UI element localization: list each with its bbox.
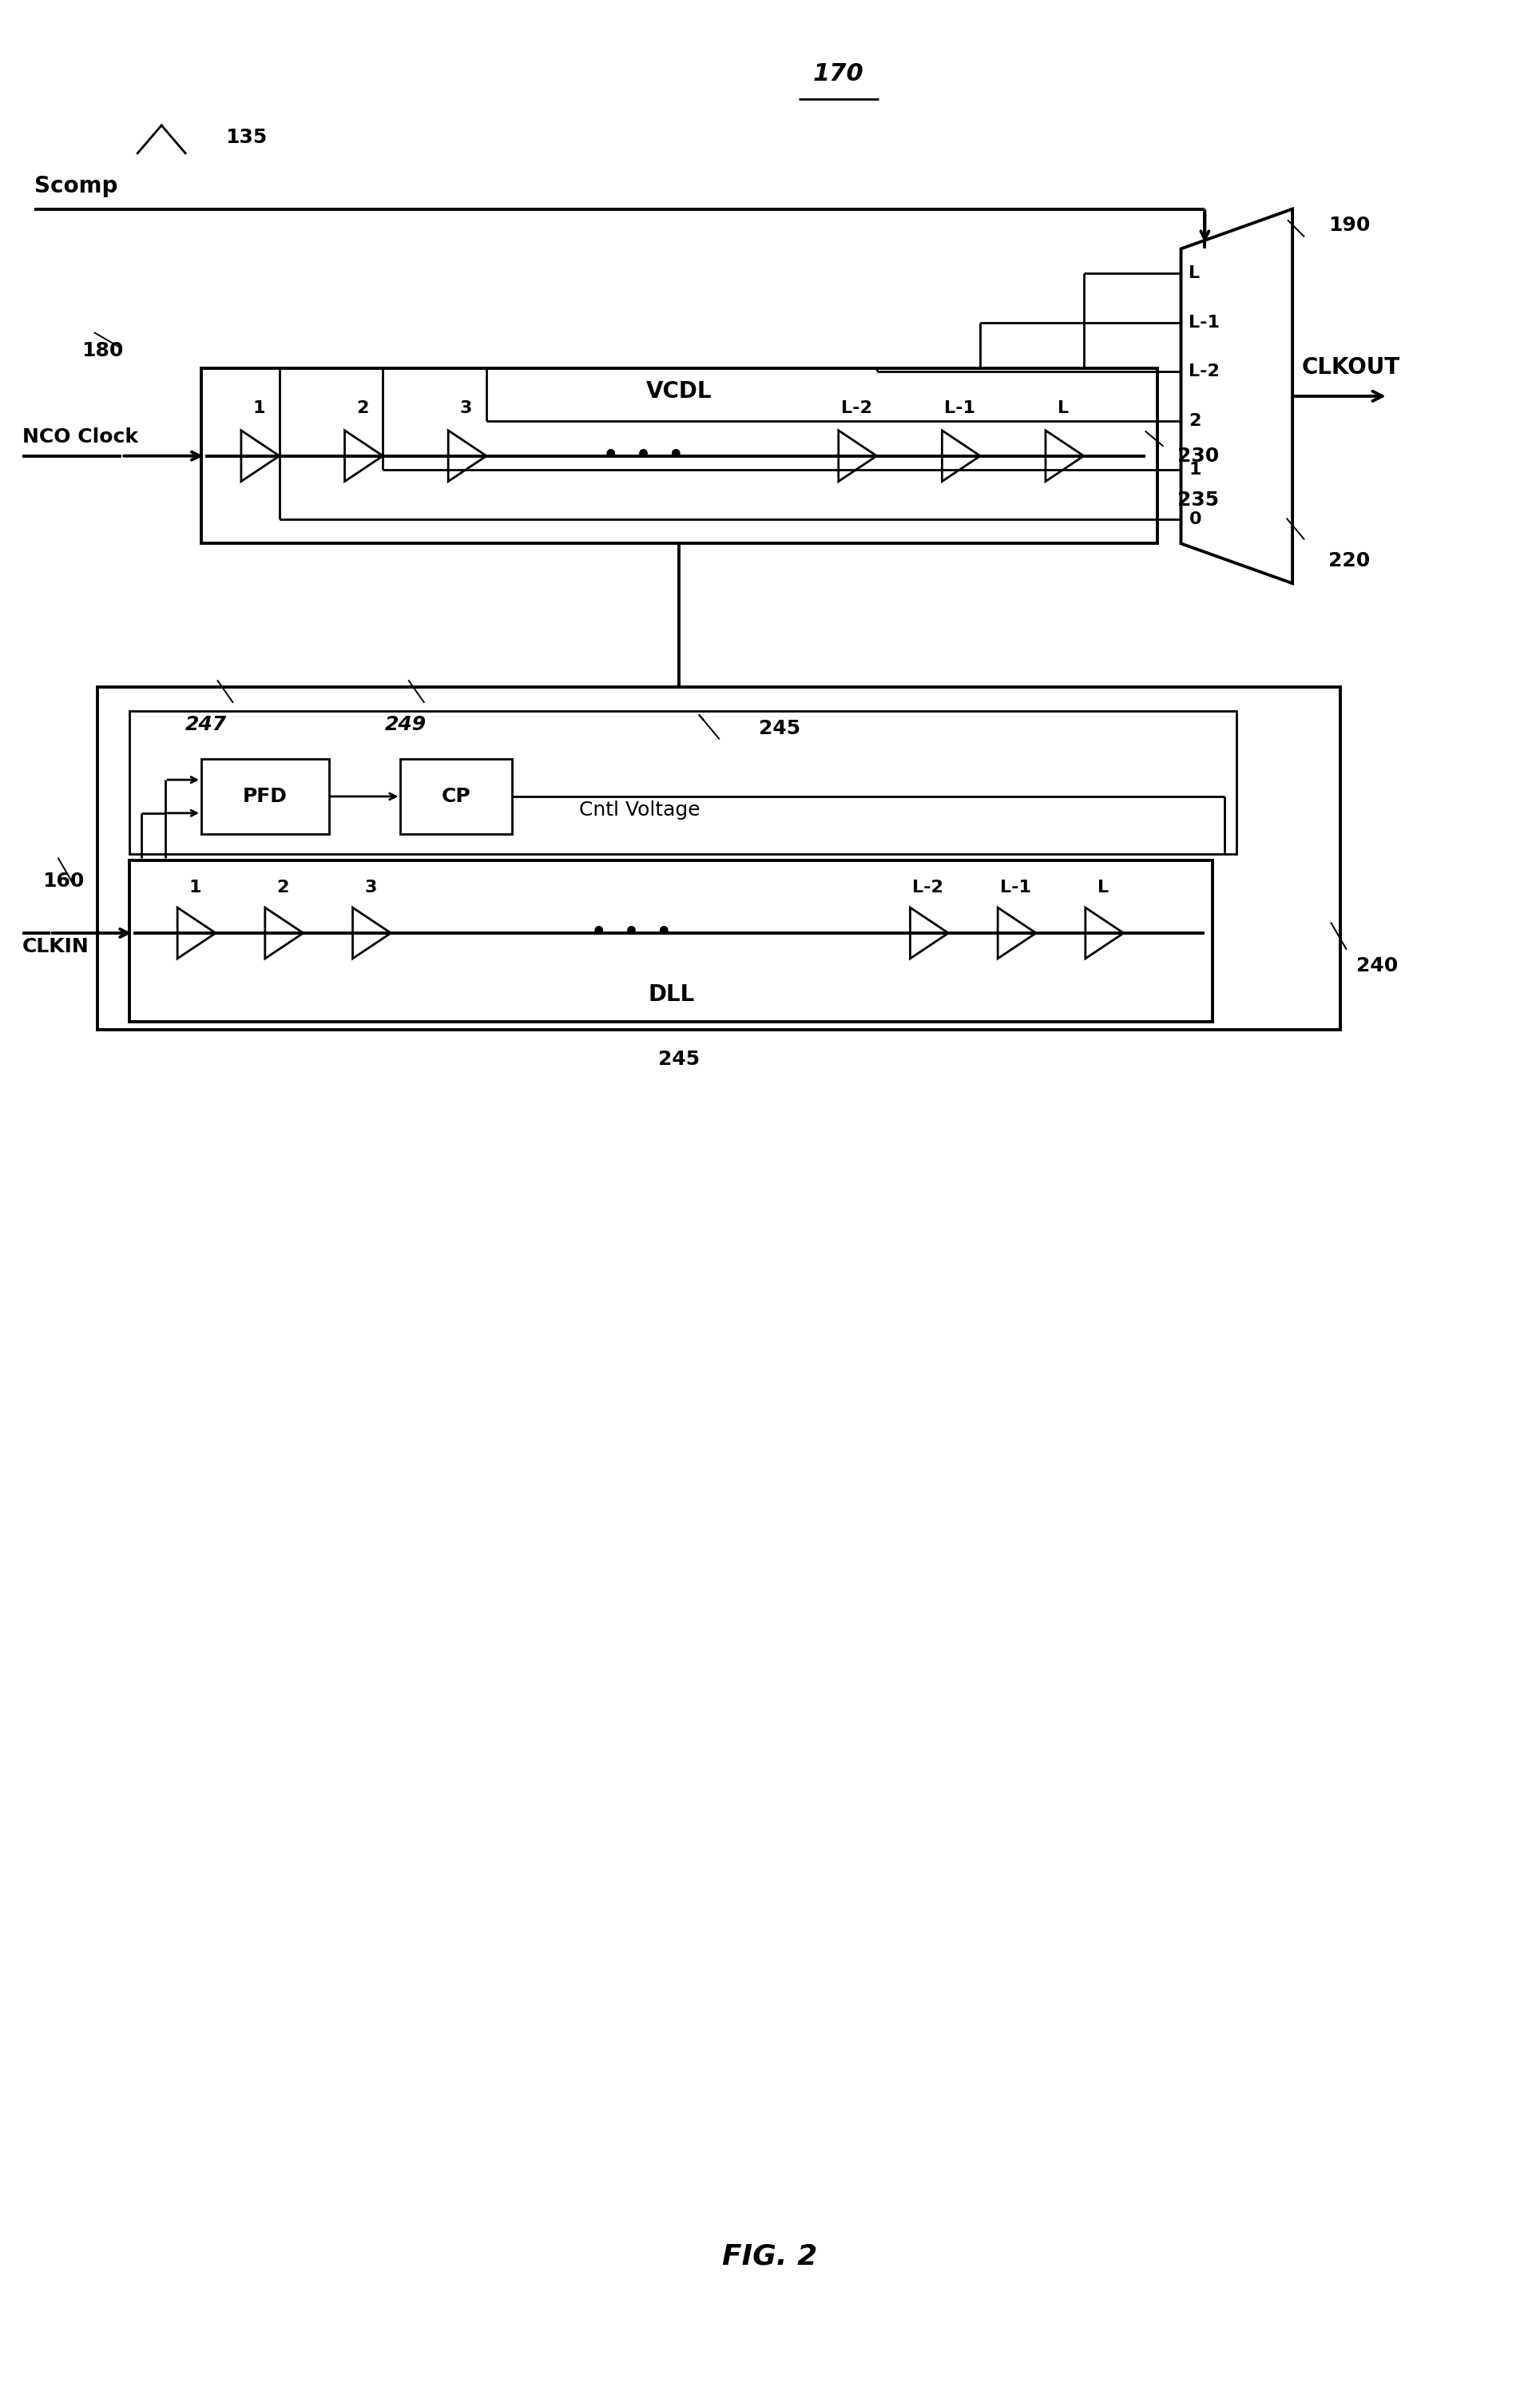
- Text: CLKOUT: CLKOUT: [1301, 356, 1400, 380]
- Bar: [202, 759, 328, 834]
- Bar: [129, 860, 1214, 1021]
- Text: 249: 249: [385, 714, 427, 733]
- Text: Cntl Voltage: Cntl Voltage: [579, 800, 701, 819]
- Text: 3: 3: [460, 401, 473, 416]
- Text: L-2: L-2: [1189, 363, 1220, 380]
- Text: 190: 190: [1329, 216, 1371, 235]
- Text: CP: CP: [442, 786, 471, 805]
- Bar: [129, 711, 1237, 853]
- Text: 245: 245: [659, 1050, 701, 1069]
- Text: L-2: L-2: [841, 401, 872, 416]
- Text: •  •  •: • • •: [604, 445, 684, 469]
- Bar: [99, 687, 1340, 1028]
- Text: L-1: L-1: [1189, 315, 1220, 332]
- Text: 1: 1: [189, 879, 202, 896]
- Text: Scomp: Scomp: [34, 175, 117, 197]
- Text: PFD: PFD: [243, 786, 288, 805]
- Text: 0: 0: [1189, 512, 1201, 526]
- Text: 135: 135: [225, 127, 266, 147]
- Bar: [202, 368, 1157, 543]
- Text: L-1: L-1: [999, 879, 1032, 896]
- Text: 247: 247: [185, 714, 226, 733]
- Text: 245: 245: [759, 718, 801, 738]
- Text: NCO Clock: NCO Clock: [22, 428, 139, 447]
- Text: 1: 1: [1189, 461, 1201, 478]
- Bar: [400, 759, 511, 834]
- Text: 2: 2: [1189, 413, 1201, 428]
- Text: 230: 230: [1177, 447, 1218, 466]
- Text: 180: 180: [82, 341, 123, 360]
- Text: L: L: [1058, 401, 1069, 416]
- Text: L: L: [1098, 879, 1109, 896]
- Text: 2: 2: [356, 401, 368, 416]
- Text: CLKIN: CLKIN: [22, 937, 89, 956]
- Text: 220: 220: [1329, 553, 1371, 570]
- Text: L-1: L-1: [944, 401, 975, 416]
- Text: 2: 2: [277, 879, 290, 896]
- Text: 3: 3: [365, 879, 377, 896]
- Text: 160: 160: [42, 872, 83, 892]
- Text: 235: 235: [1177, 490, 1218, 509]
- Text: FIG. 2: FIG. 2: [722, 2242, 818, 2271]
- Text: DLL: DLL: [648, 983, 695, 1004]
- Text: 1: 1: [253, 401, 265, 416]
- Text: •  •  •: • • •: [591, 920, 671, 944]
- Text: L-2: L-2: [913, 879, 944, 896]
- Text: VCDL: VCDL: [647, 380, 711, 404]
- Text: 170: 170: [813, 62, 864, 84]
- Text: 240: 240: [1357, 956, 1398, 976]
- Text: L: L: [1189, 264, 1200, 281]
